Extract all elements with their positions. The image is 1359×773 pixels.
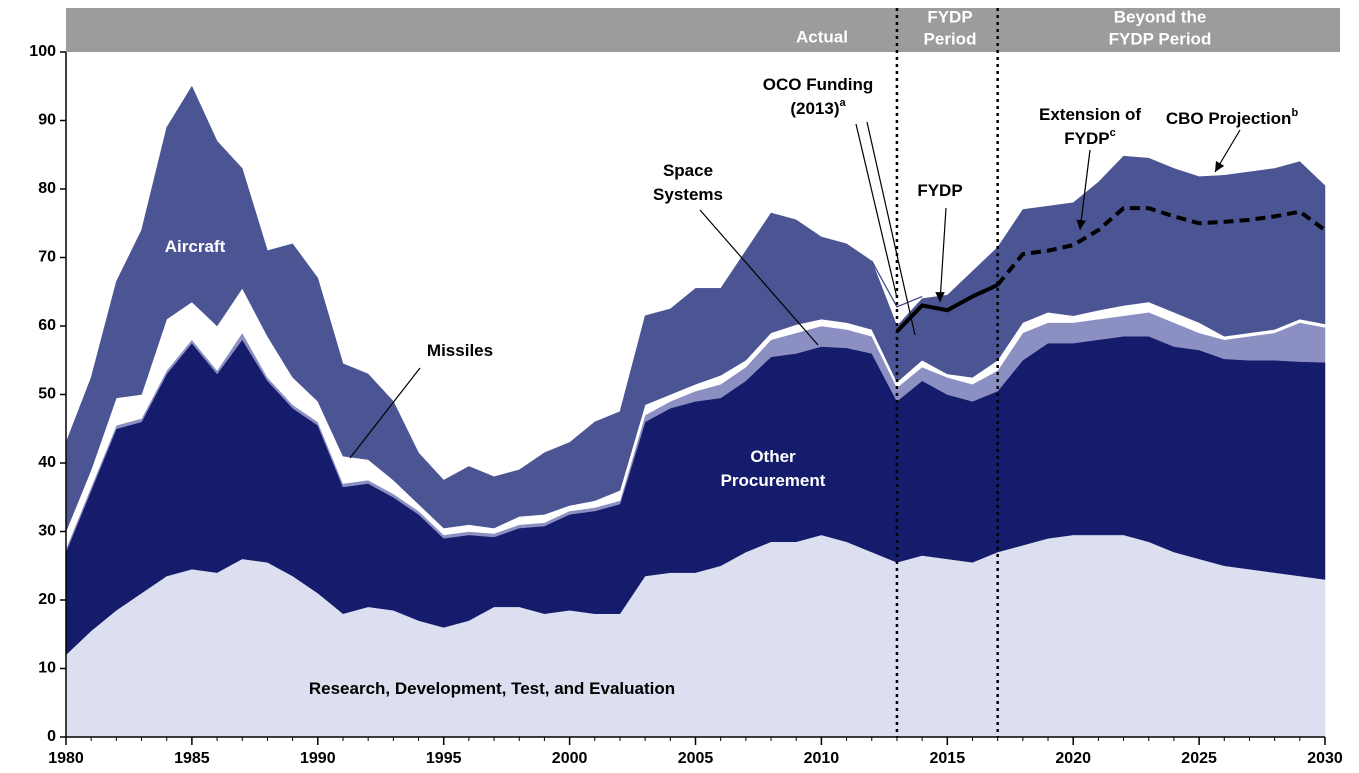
y-tick-label: 80 xyxy=(38,180,56,197)
annotation: FYDPc xyxy=(1064,127,1115,149)
y-tick-label: 40 xyxy=(38,454,56,471)
leader-line xyxy=(349,367,421,459)
y-tick-label: 0 xyxy=(47,728,56,745)
leader-line xyxy=(1079,149,1091,231)
annotation: Extension of xyxy=(1039,105,1141,124)
annotation-sup: b xyxy=(1291,107,1298,119)
annotation-sup: c xyxy=(1110,127,1116,139)
annotation-text: CBO Projection xyxy=(1166,109,1292,128)
annotation-text: (2013) xyxy=(790,99,839,118)
x-tick-label: 2030 xyxy=(1307,750,1343,767)
annotation-text: Space xyxy=(663,161,713,180)
y-tick-label: 90 xyxy=(38,112,56,129)
annotation-text: Systems xyxy=(653,185,723,204)
y-tick-label: 30 xyxy=(38,523,56,540)
annotation-text: Procurement xyxy=(721,471,826,490)
period-label: Actual xyxy=(796,27,848,46)
annotation: OCO Funding xyxy=(763,75,873,94)
y-tick-label: 10 xyxy=(38,660,56,677)
annotation-text: OCO Funding xyxy=(763,75,873,94)
annotation-sup: a xyxy=(840,97,847,109)
annotation-text: FYDP xyxy=(917,181,962,200)
line xyxy=(871,260,923,308)
x-tick-label: 2015 xyxy=(930,750,966,767)
leader-line xyxy=(866,121,916,336)
areas xyxy=(65,85,1326,738)
x-tick-label: 2010 xyxy=(804,750,840,767)
annotation: Procurement xyxy=(721,471,826,490)
annotation-text: Missiles xyxy=(427,341,493,360)
annotation-text: Aircraft xyxy=(165,237,226,256)
y-tick-label: 100 xyxy=(29,43,56,60)
period-label: FYDP xyxy=(927,7,972,26)
annotation: Space xyxy=(663,161,713,180)
period-band xyxy=(66,8,1340,52)
arrow-head xyxy=(935,292,945,302)
annotation: Other xyxy=(750,447,796,466)
x-tick-label: 2020 xyxy=(1055,750,1091,767)
x-tick-label: 2000 xyxy=(552,750,588,767)
annotation: (2013)a xyxy=(790,97,846,119)
y-tick-label: 70 xyxy=(38,249,56,266)
annotation-text: FYDP xyxy=(1064,129,1109,148)
annotation-text: Other xyxy=(750,447,796,466)
x-tick-label: 2025 xyxy=(1181,750,1217,767)
arrow-head xyxy=(1215,161,1225,172)
x-tick-label: 1985 xyxy=(174,750,210,767)
y-tick-label: 20 xyxy=(38,591,56,608)
annotation-text: Extension of xyxy=(1039,105,1141,124)
annotation-text: Research, Development, Test, and Evaluat… xyxy=(309,679,675,698)
annotation: FYDP xyxy=(917,181,962,200)
x-tick-label: 1990 xyxy=(300,750,336,767)
annotation: Systems xyxy=(653,185,723,204)
area xyxy=(65,85,1326,532)
x-tick-label: 1995 xyxy=(426,750,462,767)
leader-line xyxy=(855,123,898,299)
annotation: CBO Projectionb xyxy=(1166,107,1299,129)
period-label: FYDP Period xyxy=(1109,29,1212,48)
line xyxy=(996,206,1327,287)
period-label: Period xyxy=(924,29,977,48)
x-tick-label: 2005 xyxy=(678,750,714,767)
annotation: Aircraft xyxy=(165,237,226,256)
period-label: Beyond the xyxy=(1114,7,1207,26)
x-tick-label: 1980 xyxy=(48,750,84,767)
annotation: Research, Development, Test, and Evaluat… xyxy=(309,679,675,698)
arrow-head xyxy=(1076,219,1086,230)
leader-line xyxy=(699,209,819,346)
annotation: Missiles xyxy=(427,341,493,360)
line xyxy=(895,283,999,333)
y-tick-label: 60 xyxy=(38,317,56,334)
y-tick-label: 50 xyxy=(38,386,56,403)
leader-line xyxy=(939,207,947,303)
